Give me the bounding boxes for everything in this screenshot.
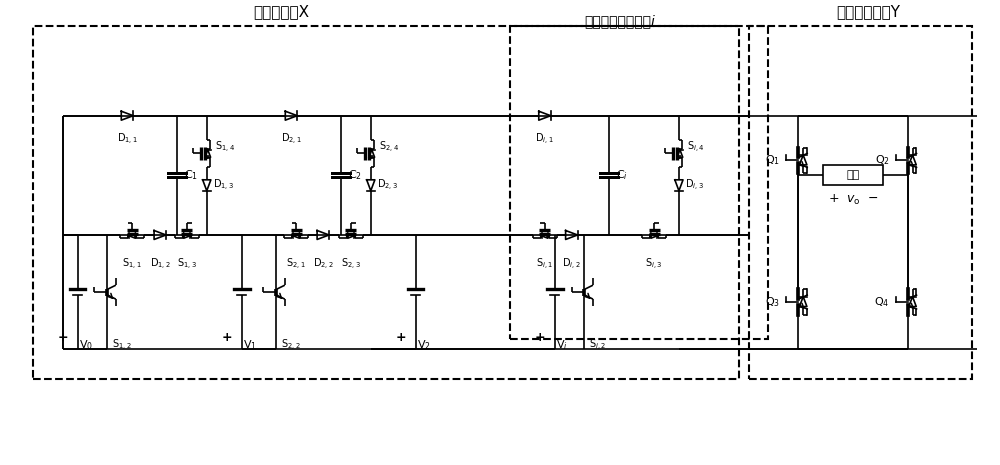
Text: S$_{i,1}$: S$_{i,1}$	[536, 257, 553, 272]
Text: D$_{1,1}$: D$_{1,1}$	[117, 132, 138, 146]
Bar	[823, 166, 883, 185]
Text: D$_{2,3}$: D$_{2,3}$	[377, 178, 398, 193]
Text: S$_{1,3}$: S$_{1,3}$	[177, 257, 197, 272]
Text: S$_{i,3}$: S$_{i,3}$	[645, 257, 663, 272]
Text: V$_i$: V$_i$	[556, 339, 568, 352]
Text: D$_{2,1}$: D$_{2,1}$	[281, 132, 302, 146]
Text: 后级全桥单元Y: 后级全桥单元Y	[836, 4, 900, 19]
Text: 负载: 负载	[846, 170, 860, 180]
Text: S$_{1,4}$: S$_{1,4}$	[215, 140, 235, 155]
Text: +: +	[395, 331, 406, 344]
Text: S$_{1,1}$: S$_{1,1}$	[122, 257, 142, 272]
Text: S$_{2,3}$: S$_{2,3}$	[341, 257, 361, 272]
Text: +: +	[221, 331, 232, 344]
Text: S$_{i,2}$: S$_{i,2}$	[589, 338, 607, 353]
Text: C$_1$: C$_1$	[184, 168, 198, 182]
Text: D$_{2,2}$: D$_{2,2}$	[313, 257, 334, 272]
Text: V$_2$: V$_2$	[417, 339, 431, 352]
Bar	[510, 26, 768, 339]
Text: 开关电容基本模块i: 开关电容基本模块i	[584, 14, 655, 28]
Text: D$_{i,1}$: D$_{i,1}$	[535, 132, 554, 146]
Text: Q$_3$: Q$_3$	[765, 295, 780, 309]
Text: S$_{2,2}$: S$_{2,2}$	[281, 338, 301, 353]
Text: V$_0$: V$_0$	[79, 339, 93, 352]
Text: D$_{1,3}$: D$_{1,3}$	[213, 178, 234, 193]
Text: +  $v_{\rm o}$  −: + $v_{\rm o}$ −	[828, 193, 878, 207]
Bar	[33, 26, 739, 379]
Text: Q$_2$: Q$_2$	[875, 153, 890, 167]
Text: V$_1$: V$_1$	[243, 339, 257, 352]
Text: S$_{2,1}$: S$_{2,1}$	[286, 257, 306, 272]
Text: Q$_4$: Q$_4$	[874, 295, 890, 309]
Text: D$_{i,2}$: D$_{i,2}$	[562, 257, 581, 272]
Bar	[749, 26, 972, 379]
Text: D$_{i,3}$: D$_{i,3}$	[685, 178, 704, 193]
Text: S$_{2,4}$: S$_{2,4}$	[379, 140, 399, 155]
Text: C$_i$: C$_i$	[616, 168, 628, 182]
Text: +: +	[57, 331, 68, 344]
Text: S$_{i,4}$: S$_{i,4}$	[687, 140, 705, 155]
Text: Q$_1$: Q$_1$	[765, 153, 780, 167]
Text: S$_{1,2}$: S$_{1,2}$	[112, 338, 132, 353]
Text: D$_{1,2}$: D$_{1,2}$	[150, 257, 171, 272]
Text: C$_2$: C$_2$	[348, 168, 362, 182]
Text: 前级变换器X: 前级变换器X	[253, 4, 309, 19]
Text: +: +	[534, 331, 545, 344]
